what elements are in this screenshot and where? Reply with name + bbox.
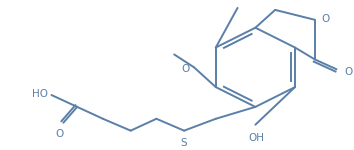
Text: S: S	[181, 138, 187, 148]
Text: O: O	[344, 67, 353, 77]
Text: HO: HO	[32, 89, 47, 99]
Text: O: O	[55, 129, 63, 139]
Text: O: O	[322, 14, 330, 24]
Text: OH: OH	[249, 133, 264, 143]
Text: O: O	[182, 64, 190, 74]
